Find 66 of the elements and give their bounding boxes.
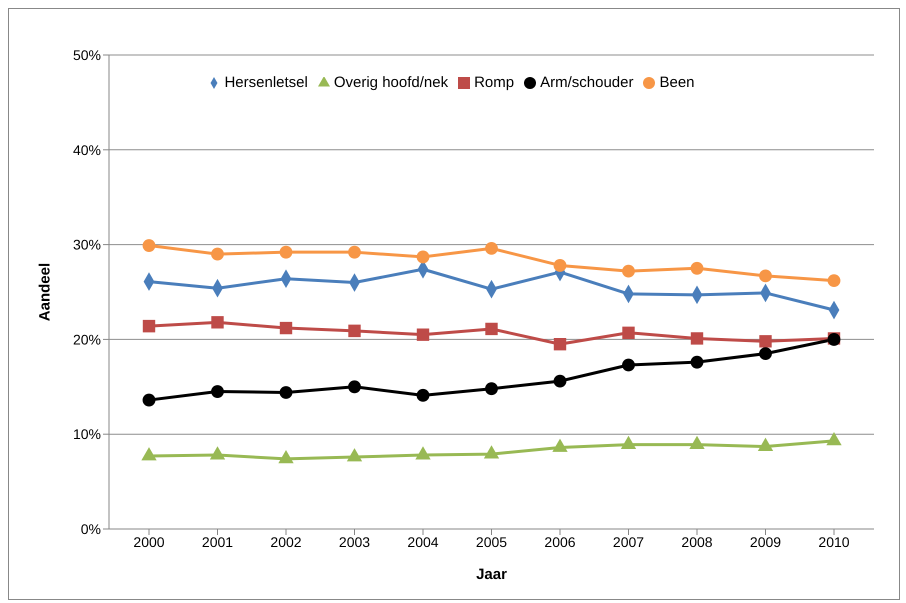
y-tick-label: 10%	[72, 426, 101, 442]
x-tick-label: 2006	[544, 534, 576, 550]
point	[552, 439, 568, 452]
point	[828, 274, 840, 288]
point	[554, 338, 566, 350]
point	[622, 326, 635, 339]
point	[211, 248, 224, 260]
x-tick-label: 2000	[133, 534, 165, 550]
point	[759, 269, 772, 282]
point	[485, 322, 498, 336]
point	[621, 436, 636, 450]
legend-label: Overig hoofd/nek	[334, 74, 448, 91]
point	[416, 446, 430, 460]
point	[280, 322, 292, 334]
point	[142, 239, 156, 252]
legend-label: Romp	[474, 74, 514, 91]
legend-label: Hersenletsel	[224, 74, 308, 91]
point	[759, 335, 772, 348]
point	[690, 332, 704, 345]
point	[484, 446, 499, 459]
y-tick-label: 50%	[72, 46, 101, 63]
point	[280, 246, 292, 259]
legend-label: Arm/schouder	[540, 74, 634, 91]
point	[142, 320, 156, 332]
point	[690, 436, 704, 450]
point	[142, 448, 156, 460]
x-tick-label: 2003	[338, 534, 370, 550]
point	[211, 385, 224, 398]
y-tick-label: 40%	[72, 142, 101, 158]
point	[416, 388, 430, 402]
x-tick-label: 2010	[818, 534, 850, 550]
y-axis-title: Aandeel	[36, 262, 54, 322]
y-tick-label: 20%	[72, 331, 101, 348]
point	[690, 262, 704, 275]
point	[278, 450, 294, 464]
x-tick-label: 2005	[476, 534, 508, 550]
point	[690, 356, 704, 369]
point	[622, 264, 635, 278]
point	[348, 324, 361, 338]
x-tick-label: 2001	[202, 534, 234, 550]
x-tick-label: 2004	[407, 534, 439, 550]
x-tick-label: 2002	[270, 534, 302, 550]
point	[347, 448, 362, 462]
point	[485, 382, 498, 396]
point	[211, 316, 224, 329]
point	[280, 386, 292, 399]
x-tick-label: 2008	[681, 534, 713, 550]
point	[210, 446, 225, 460]
x-tick-label: 2007	[612, 534, 644, 550]
point	[554, 259, 566, 272]
point	[348, 246, 361, 259]
legend-label: Been	[659, 74, 695, 91]
x-tick-label: 2009	[750, 534, 782, 550]
point	[348, 380, 361, 394]
point	[416, 250, 430, 264]
point	[142, 394, 156, 406]
point	[758, 438, 773, 451]
point	[485, 242, 498, 255]
y-tick-label: 30%	[72, 236, 101, 253]
point	[826, 432, 842, 446]
point	[416, 328, 430, 341]
point	[759, 347, 772, 360]
point	[554, 374, 566, 388]
x-axis-title: Jaar	[476, 566, 508, 583]
y-tick-label: 0%	[80, 520, 101, 537]
point	[622, 358, 635, 372]
